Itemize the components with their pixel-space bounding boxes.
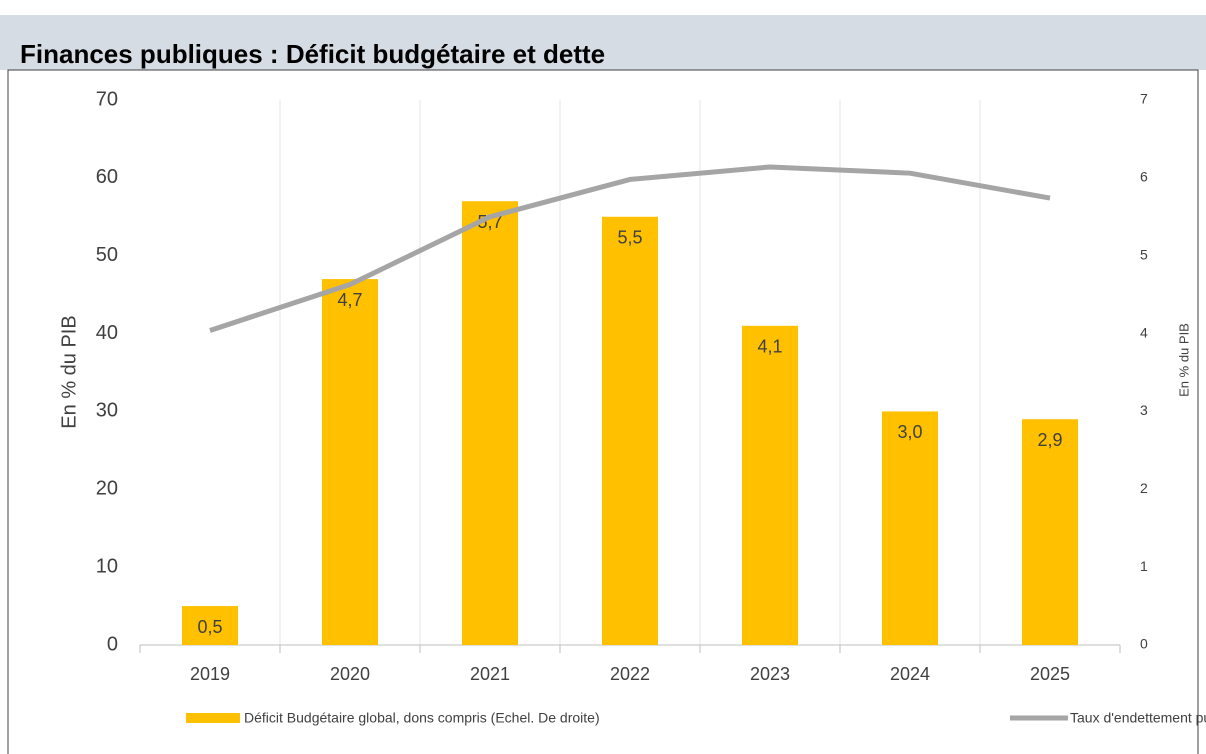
chart-frame [7,69,1199,754]
y-axis-label: En % du PIB [58,315,80,428]
y-tick-label: 10 [96,555,118,577]
bar [1022,419,1078,645]
x-tick-label: 2024 [890,664,930,684]
y-tick-label: 0 [107,633,118,655]
x-tick-label: 2023 [750,664,790,684]
chart-title: Finances publiques : Déficit budgétaire … [20,39,605,69]
x-tick-label: 2025 [1030,664,1070,684]
y-tick-label: 70 [96,88,118,110]
y-tick-label: 50 [96,244,118,266]
data-label: 0,5 [197,617,222,637]
x-tick-label: 2019 [190,664,230,684]
y-tick-label: 30 [96,400,118,422]
y2-tick-label: 2 [1140,480,1148,496]
y2-tick-label: 6 [1140,169,1148,185]
y2-tick-label: 1 [1140,558,1148,574]
data-label: 5,5 [617,228,642,248]
legend-label: Taux d'endettement public [1070,710,1206,726]
data-label: 4,1 [757,337,782,357]
bar [182,606,238,645]
y-tick-label: 60 [96,166,118,188]
y2-tick-label: 5 [1140,246,1148,262]
bar [322,279,378,645]
x-tick-label: 2021 [470,664,510,684]
bar [742,325,798,645]
y-tick-label: 40 [96,322,118,344]
bar [882,411,938,645]
data-label: 2,9 [1037,430,1062,450]
legend-swatch [186,713,240,723]
y2-tick-label: 7 [1140,91,1148,107]
y2-tick-label: 3 [1140,402,1148,418]
line-series [209,164,1051,333]
y2-axis-label: En % du PIB [1176,323,1191,397]
y2-tick-label: 4 [1140,324,1148,340]
x-tick-label: 2020 [330,664,370,684]
bar [602,216,658,646]
y-tick-label: 20 [96,478,118,500]
x-tick-label: 2022 [610,664,650,684]
bar [462,201,518,645]
data-label: 4,7 [337,290,362,310]
legend-label: Déficit Budgétaire global, dons compris … [244,710,600,726]
header-band [0,15,1206,70]
y2-tick-label: 0 [1140,636,1148,652]
data-label: 3,0 [897,422,922,442]
